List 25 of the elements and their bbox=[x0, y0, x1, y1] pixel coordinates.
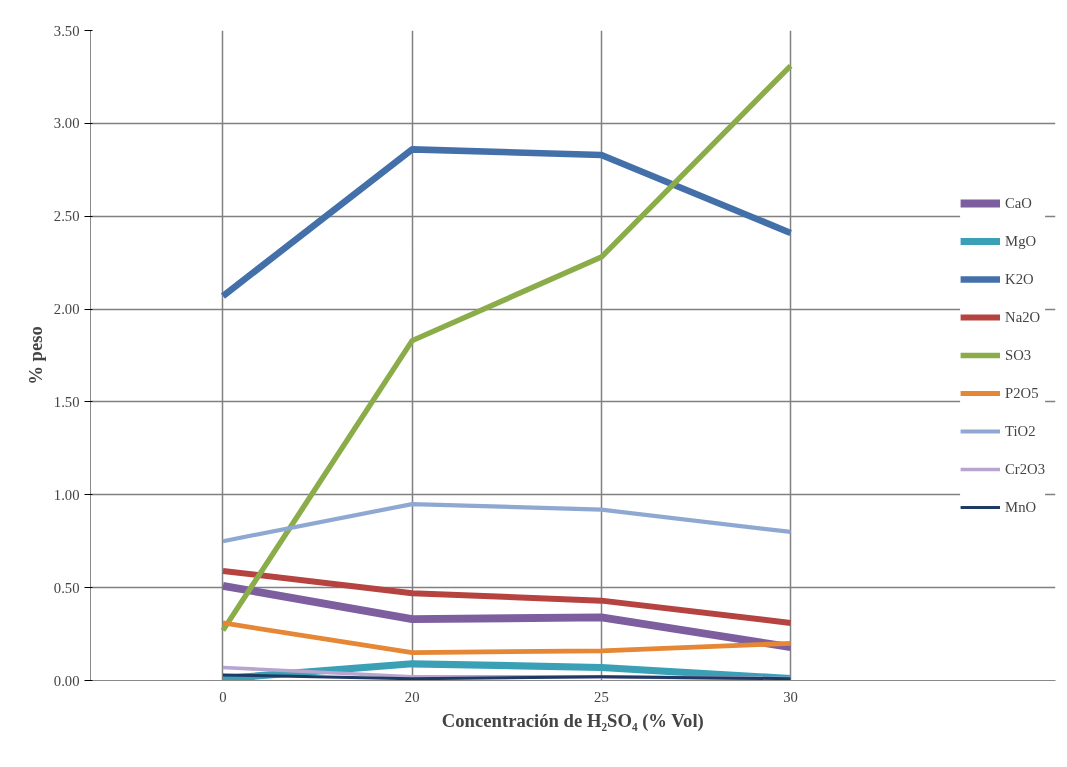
y-axis-title: % peso bbox=[24, 326, 46, 385]
x-tick-label: 20 bbox=[404, 688, 420, 705]
y-tick-label: 3.00 bbox=[53, 115, 80, 132]
y-tick-label: 2.00 bbox=[53, 301, 80, 318]
x-tick-label: 0 bbox=[219, 688, 227, 705]
y-tick-label: 0.50 bbox=[53, 579, 80, 596]
legend-label: CaO bbox=[1005, 194, 1032, 212]
x-axis-title: Concentración de H₂SO₄ (% Vol) bbox=[441, 709, 704, 732]
line-series bbox=[220, 620, 793, 656]
legend-label: TiO2 bbox=[1005, 422, 1036, 440]
legend-label: MgO bbox=[1005, 232, 1037, 250]
y-tick-label: 3.50 bbox=[53, 22, 80, 39]
y-tick-label: 1.00 bbox=[53, 486, 80, 503]
x-tick-label: 25 bbox=[594, 688, 609, 705]
legend-label: MnO bbox=[1005, 498, 1037, 516]
y-tick-label: 2.50 bbox=[53, 208, 80, 225]
legend-label: Na2O bbox=[1005, 308, 1041, 326]
y-tick-label: 0.00 bbox=[53, 672, 80, 689]
line-series bbox=[220, 501, 793, 544]
legend-label: SO3 bbox=[1005, 346, 1032, 364]
x-tick-label: 30 bbox=[783, 688, 798, 705]
legend-label: Cr2O3 bbox=[1005, 460, 1045, 478]
y-tick-label: 1.50 bbox=[53, 393, 80, 410]
legend-label: P2O5 bbox=[1005, 384, 1039, 402]
legend-label: K2O bbox=[1005, 270, 1034, 288]
